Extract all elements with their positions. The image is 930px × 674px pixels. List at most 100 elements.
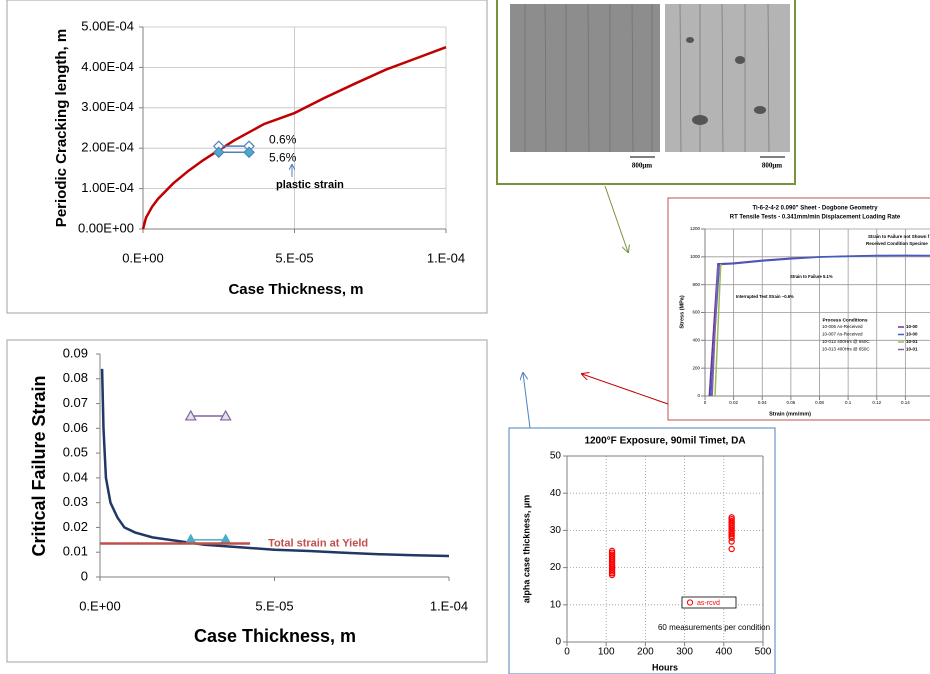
series-line <box>141 46 447 230</box>
y-tick-label: 10 <box>550 599 562 610</box>
y-tick-label: 20 <box>550 562 562 573</box>
x-tick-label: 0.E+00 <box>122 250 164 265</box>
annotation: plastic strain <box>276 179 344 191</box>
y-tick-label: 800 <box>692 282 700 287</box>
y-tick-label: 0.06 <box>63 420 88 435</box>
y-tick-label: 2.00E-04 <box>81 140 134 155</box>
y-tick-label: 0.02 <box>63 519 88 534</box>
point <box>608 547 616 555</box>
chart: 0 200 400 600 800 1000 1200 0 0.02 0.04 0.06 0.08 0.… <box>679 206 930 417</box>
y-tick-label: 0 <box>81 568 88 583</box>
x-axis-label: Strain (mm/mm) <box>769 411 811 417</box>
x-axis-label: Hours <box>652 662 678 672</box>
series-label: Total strain at Yield <box>268 537 368 549</box>
y-axis-label: Periodic Cracking length, m <box>53 29 70 227</box>
y-tick-label: 400 <box>692 338 700 343</box>
x-tick-label: 5.E-05 <box>275 250 313 265</box>
x-tick-label: 0.1 <box>845 400 852 405</box>
y-tick-label: 1.00E-04 <box>81 180 134 195</box>
y-tick-label: 0 <box>555 637 561 648</box>
annotation: Interrupted Test Strain ~0.6% <box>736 294 794 299</box>
chart-frame <box>508 427 776 674</box>
chart-frame <box>6 0 488 314</box>
y-tick-label: 0.00E+00 <box>78 220 134 235</box>
y-tick-label: 0.04 <box>63 469 88 484</box>
legend-key: 10-00 <box>906 324 918 329</box>
x-tick-label: 100 <box>598 647 615 658</box>
y-tick-label: 0 <box>697 393 700 398</box>
x-tick-label: 400 <box>715 647 732 658</box>
y-axis-label: Critical Failure Strain <box>29 375 49 556</box>
y-tick-label: 0.07 <box>63 395 88 410</box>
legend-label: 10-012 400Hrs @ 650C <box>822 339 870 344</box>
y-axis-label: alpha case thickness, µm <box>521 495 531 603</box>
x-tick-label: 1.E-04 <box>430 598 468 613</box>
chart-frame <box>6 339 488 663</box>
scale-label: 800μm <box>762 162 782 170</box>
x-tick-label: 0 <box>704 400 707 405</box>
y-tick-label: 200 <box>692 365 700 370</box>
y-tick-label: 0.01 <box>63 544 88 559</box>
arrow <box>582 374 669 405</box>
x-tick-label: 0.08 <box>815 400 824 405</box>
legend-key: 10-01 <box>906 347 918 352</box>
y-tick-label: 1000 <box>690 254 701 259</box>
x-tick-label: 0.12 <box>872 400 881 405</box>
x-tick-label: 0.02 <box>729 400 738 405</box>
legend-swatch <box>686 599 694 606</box>
y-tick-label: 0.09 <box>63 345 88 360</box>
y-tick-label: 0.03 <box>63 494 88 509</box>
scale-label: 800μm <box>632 162 652 170</box>
legend-label: as-rcvd <box>697 600 720 607</box>
y-tick-label: 3.00E-04 <box>81 99 134 114</box>
x-tick-label: 500 <box>755 647 772 658</box>
triangle-marker <box>184 409 197 421</box>
y-axis-label: Stress (MPa) <box>679 295 685 328</box>
x-tick-label: 0.04 <box>758 400 767 405</box>
x-tick-label: 200 <box>637 647 654 658</box>
micrograph <box>510 4 660 152</box>
x-axis-label: Case Thickness, m <box>228 281 363 298</box>
x-tick-label: 0 <box>564 647 570 658</box>
y-tick-label: 4.00E-04 <box>81 59 134 74</box>
chart-title: 1200°F Exposure, 90mil Timet, DA <box>584 436 745 447</box>
micrograph <box>665 4 790 152</box>
x-axis-label: Case Thickness, m <box>194 626 356 646</box>
chart-title: Ti-6-2-4-2 0.090" Sheet - Dogbone Geomet… <box>752 206 878 212</box>
y-tick-label: 30 <box>550 525 562 536</box>
y-tick-label: 1200 <box>690 226 701 231</box>
chart: 0 0.01 0.02 0.03 0.04 0.05 0.06 0.07 0.08 0.09 0.E… <box>29 345 468 645</box>
y-tick-label: 40 <box>550 488 562 499</box>
x-tick-label: 0.06 <box>786 400 795 405</box>
legend-box <box>681 596 737 609</box>
triangle-marker <box>219 409 232 421</box>
micrograph-texture <box>524 3 770 153</box>
y-tick-label: 0.08 <box>63 370 88 385</box>
annotation: 60 measurements per condition <box>658 623 770 632</box>
series-line <box>714 263 722 397</box>
legend-label: 10-006 As-Received <box>822 324 863 329</box>
diamond-marker <box>243 146 255 159</box>
diamond-marker <box>212 146 225 159</box>
chart-subtitle: RT Tensile Tests - 0.341mm/min Displacem… <box>730 215 901 221</box>
x-tick-label: 0.14 <box>901 400 910 405</box>
chart-frame <box>667 197 930 421</box>
x-tick-label: 300 <box>676 647 693 658</box>
legend-label: 10-013 400Hrs @ 650C <box>822 347 870 352</box>
x-tick-label: 1.E-04 <box>427 250 465 265</box>
annotation: Strain to Failure 5.1% <box>790 274 833 279</box>
arrow <box>523 373 531 429</box>
legend-title: Process Conditions <box>822 317 867 323</box>
y-tick-label: 600 <box>692 310 700 315</box>
series-line <box>100 368 450 558</box>
series-label: 0.6% <box>269 132 297 146</box>
micrograph-spots <box>686 37 766 125</box>
annotation: Strain to Failure not Shown f <box>868 234 930 239</box>
x-tick-label: 5.E-05 <box>255 598 293 613</box>
arrow <box>604 185 628 252</box>
annotation: Received Condition Specime <box>866 241 928 246</box>
legend-key: 10-00 <box>906 332 918 337</box>
y-tick-label: 5.00E-04 <box>81 18 134 33</box>
x-tick-label: 0.E+00 <box>79 598 121 613</box>
